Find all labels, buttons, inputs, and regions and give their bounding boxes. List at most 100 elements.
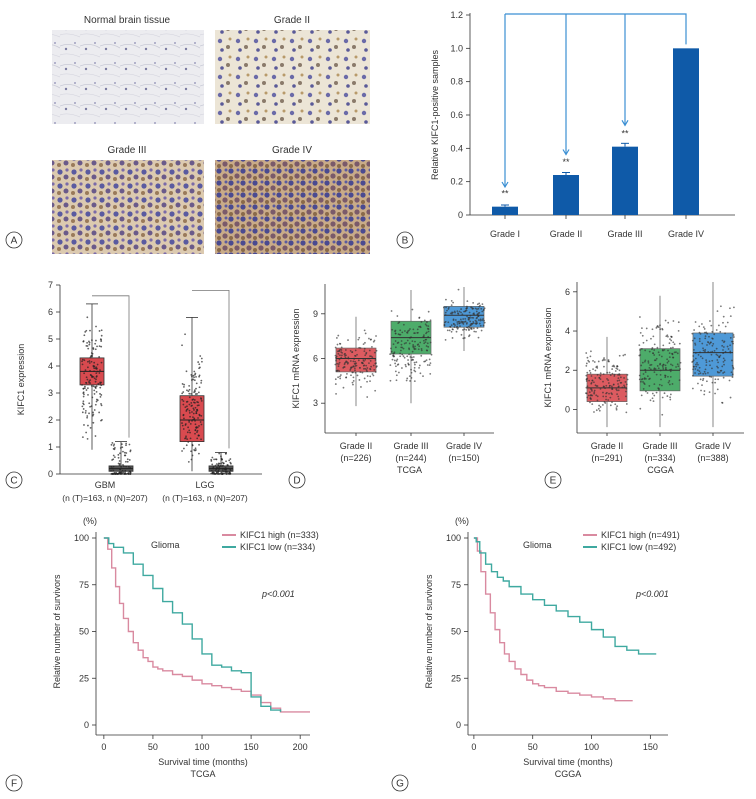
- normal-point: [229, 458, 232, 460]
- data-point: [426, 342, 429, 345]
- normal-point: [217, 462, 220, 465]
- data-point: [603, 365, 605, 368]
- panel-label-circle: [288, 471, 306, 489]
- data-point: [694, 343, 697, 346]
- data-point: [590, 350, 592, 353]
- tumor-point: [95, 390, 98, 393]
- normal-point: [214, 458, 217, 461]
- tumor-point: [91, 352, 94, 355]
- data-point: [337, 365, 340, 368]
- y-tick-label: 75: [79, 580, 89, 590]
- data-point: [338, 350, 341, 353]
- tumor-point: [100, 329, 103, 332]
- data-point: [596, 385, 599, 387]
- normal-point: [217, 473, 220, 475]
- data-point: [363, 364, 366, 367]
- data-point: [593, 392, 596, 395]
- data-point: [339, 375, 341, 378]
- tumor-point: [181, 344, 183, 347]
- arrow-head: [501, 181, 509, 189]
- data-point: [340, 354, 343, 357]
- normal-point: [120, 471, 122, 474]
- data-point: [726, 321, 729, 324]
- y-tick-label: 0: [458, 210, 463, 220]
- legend-label: KIFC1 high (n=333): [240, 530, 319, 540]
- data-point: [719, 305, 722, 308]
- data-point: [353, 367, 356, 370]
- data-point: [396, 358, 399, 361]
- data-point: [338, 370, 341, 372]
- tumor-point: [96, 345, 98, 348]
- data-point: [703, 328, 706, 330]
- data-point: [457, 288, 460, 291]
- data-point: [456, 310, 459, 313]
- data-point: [413, 332, 415, 334]
- data-point: [655, 326, 658, 329]
- data-point: [618, 369, 621, 372]
- legend-label: KIFC1 low (n=492): [601, 542, 676, 552]
- data-point: [625, 387, 628, 390]
- data-point: [451, 328, 454, 331]
- normal-point: [117, 453, 120, 456]
- data-point: [417, 331, 419, 334]
- data-point: [721, 339, 724, 342]
- data-point: [691, 374, 694, 377]
- normal-point: [226, 473, 228, 475]
- data-point: [335, 356, 337, 359]
- normal-point: [112, 458, 115, 461]
- normal-point: [122, 450, 124, 453]
- data-point: [670, 335, 672, 338]
- data-point: [456, 323, 459, 325]
- normal-point: [118, 460, 121, 462]
- data-point: [412, 356, 415, 358]
- data-point: [598, 404, 601, 407]
- data-point: [453, 326, 456, 328]
- data-point: [345, 376, 347, 379]
- data-point: [454, 324, 456, 327]
- data-point: [428, 358, 431, 361]
- data-point: [721, 401, 723, 404]
- data-point: [410, 371, 413, 374]
- data-point: [609, 396, 612, 399]
- data-point: [679, 368, 681, 370]
- normal-point: [212, 467, 215, 470]
- data-point: [340, 346, 343, 349]
- data-point: [664, 376, 667, 379]
- tumor-point: [196, 404, 199, 407]
- tumor-point: [87, 424, 89, 427]
- tumor-point: [185, 410, 188, 412]
- data-point: [711, 337, 714, 340]
- normal-point: [122, 463, 124, 466]
- data-point: [672, 356, 674, 359]
- tumor-point: [193, 376, 195, 379]
- data-point: [343, 366, 346, 368]
- tumor-point: [189, 437, 192, 440]
- data-point: [353, 362, 356, 365]
- tumor-point: [89, 369, 91, 372]
- data-point: [418, 317, 421, 319]
- data-point: [641, 327, 643, 330]
- tumor-point: [181, 422, 183, 424]
- data-point: [483, 319, 485, 322]
- data-point: [465, 328, 468, 331]
- data-point: [414, 348, 417, 350]
- survival-curve-high: [473, 537, 633, 702]
- tumor-point: [99, 386, 102, 389]
- data-point: [356, 374, 359, 377]
- data-point: [593, 381, 595, 384]
- tumor-point: [194, 423, 197, 426]
- normal-point: [119, 452, 121, 455]
- data-point: [711, 367, 713, 370]
- data-point: [729, 351, 732, 354]
- data-point: [704, 337, 707, 340]
- data-point: [667, 381, 670, 384]
- data-point: [655, 373, 658, 376]
- data-point: [401, 346, 404, 349]
- tumor-point: [89, 329, 91, 332]
- tumor-point: [95, 378, 97, 381]
- data-point: [703, 370, 706, 373]
- data-point: [409, 328, 411, 330]
- data-point: [605, 395, 607, 398]
- data-point: [466, 305, 468, 308]
- data-point: [461, 313, 464, 316]
